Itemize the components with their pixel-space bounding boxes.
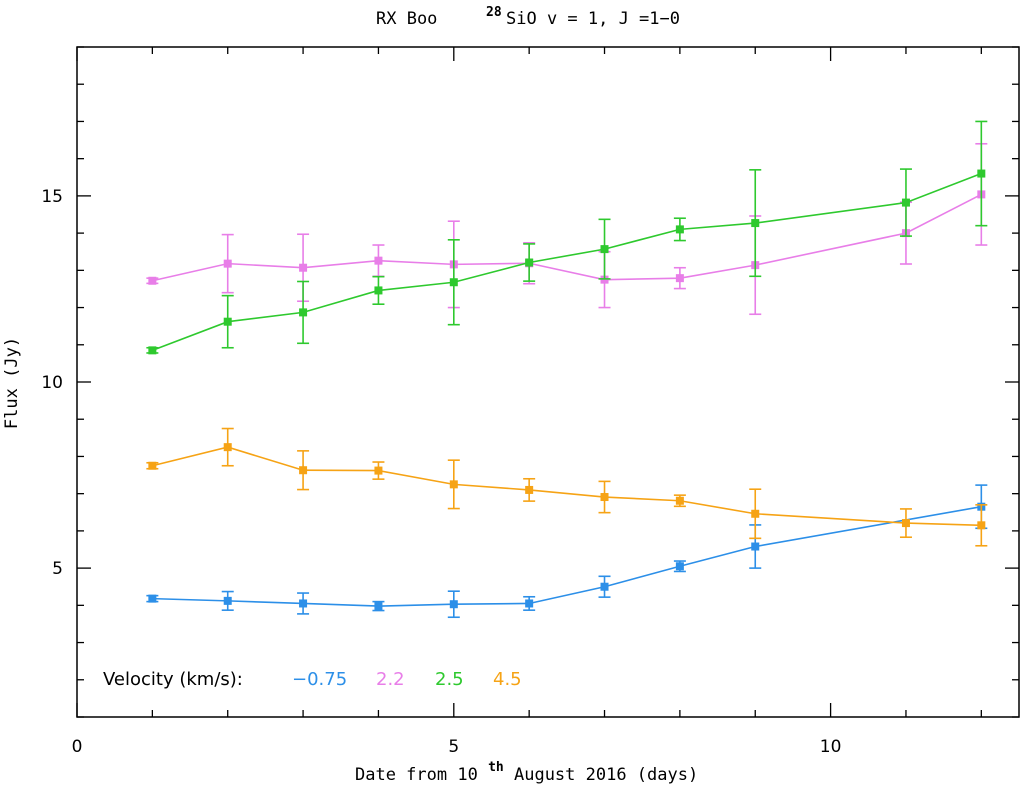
data-point	[374, 286, 383, 295]
data-point	[223, 443, 232, 452]
series-layer	[146, 120, 988, 619]
data-point	[525, 258, 534, 267]
chart-title: RX Boo 28 SiO v = 1, J =1−0	[376, 1, 680, 29]
data-point	[600, 493, 609, 502]
x-axis-label-suffix: August 2016 (days)	[514, 765, 698, 785]
legend-entry-2-2: 2.2	[376, 669, 405, 690]
x-axis-label-prefix: Date from 10	[355, 765, 478, 785]
plot-frame	[76, 46, 1020, 718]
data-point	[148, 276, 157, 285]
x-tick-label: 10	[820, 737, 842, 757]
x-tick-label: 5	[448, 737, 459, 757]
chart-title-star: RX Boo	[376, 9, 437, 29]
x-tick-label: 0	[72, 737, 83, 757]
chart-title-isotope: 28	[486, 5, 502, 20]
series-line	[152, 193, 982, 282]
data-point	[600, 582, 609, 591]
data-point	[449, 600, 458, 609]
legend-entry-minus-0-75: −0.75	[292, 669, 347, 690]
data-point	[675, 274, 684, 283]
series-3	[146, 427, 988, 547]
data-point	[223, 259, 232, 268]
legend-entry-4-5: 4.5	[493, 669, 522, 690]
y-axis-label: Flux (Jy)	[2, 337, 22, 429]
y-tick-label: 10	[41, 373, 63, 393]
x-axis-label: Date from 10 th August 2016 (days)	[355, 756, 698, 785]
series-2	[146, 120, 988, 355]
data-point	[148, 461, 157, 470]
data-point	[901, 519, 910, 528]
data-point	[675, 225, 684, 234]
data-point	[449, 480, 458, 489]
series-0	[146, 484, 988, 619]
data-point	[449, 278, 458, 287]
series-line	[152, 172, 982, 352]
data-point	[374, 256, 383, 265]
data-point	[751, 509, 760, 518]
data-point	[977, 169, 986, 178]
data-point	[751, 542, 760, 551]
data-point	[901, 198, 910, 207]
y-tick-label: 5	[52, 559, 63, 579]
data-point	[600, 245, 609, 254]
data-point	[299, 308, 308, 317]
data-point	[299, 599, 308, 608]
x-axis-label-sup: th	[488, 760, 504, 775]
data-point	[223, 317, 232, 326]
legend-entry-2-5: 2.5	[435, 669, 464, 690]
data-point	[977, 521, 986, 530]
legend-title: Velocity (km/s):	[103, 669, 243, 690]
data-point	[675, 496, 684, 505]
chart-title-line: SiO v = 1, J =1−0	[506, 9, 680, 29]
data-point	[525, 599, 534, 608]
data-point	[299, 263, 308, 272]
axis-ticks	[76, 46, 1019, 718]
data-point	[675, 562, 684, 571]
data-point	[299, 466, 308, 475]
series-line	[152, 505, 982, 607]
data-point	[751, 219, 760, 228]
data-point	[148, 594, 157, 603]
data-point	[374, 466, 383, 475]
y-tick-label: 15	[41, 187, 63, 207]
data-point	[374, 602, 383, 611]
data-point	[525, 485, 534, 494]
series-line	[152, 446, 982, 527]
axis-tick-labels: 0 5 10 5 10 15	[41, 187, 841, 757]
series-1	[146, 142, 988, 316]
data-point	[148, 346, 157, 355]
data-point	[223, 596, 232, 605]
legend: Velocity (km/s): −0.75 2.2 2.5 4.5	[103, 669, 522, 690]
